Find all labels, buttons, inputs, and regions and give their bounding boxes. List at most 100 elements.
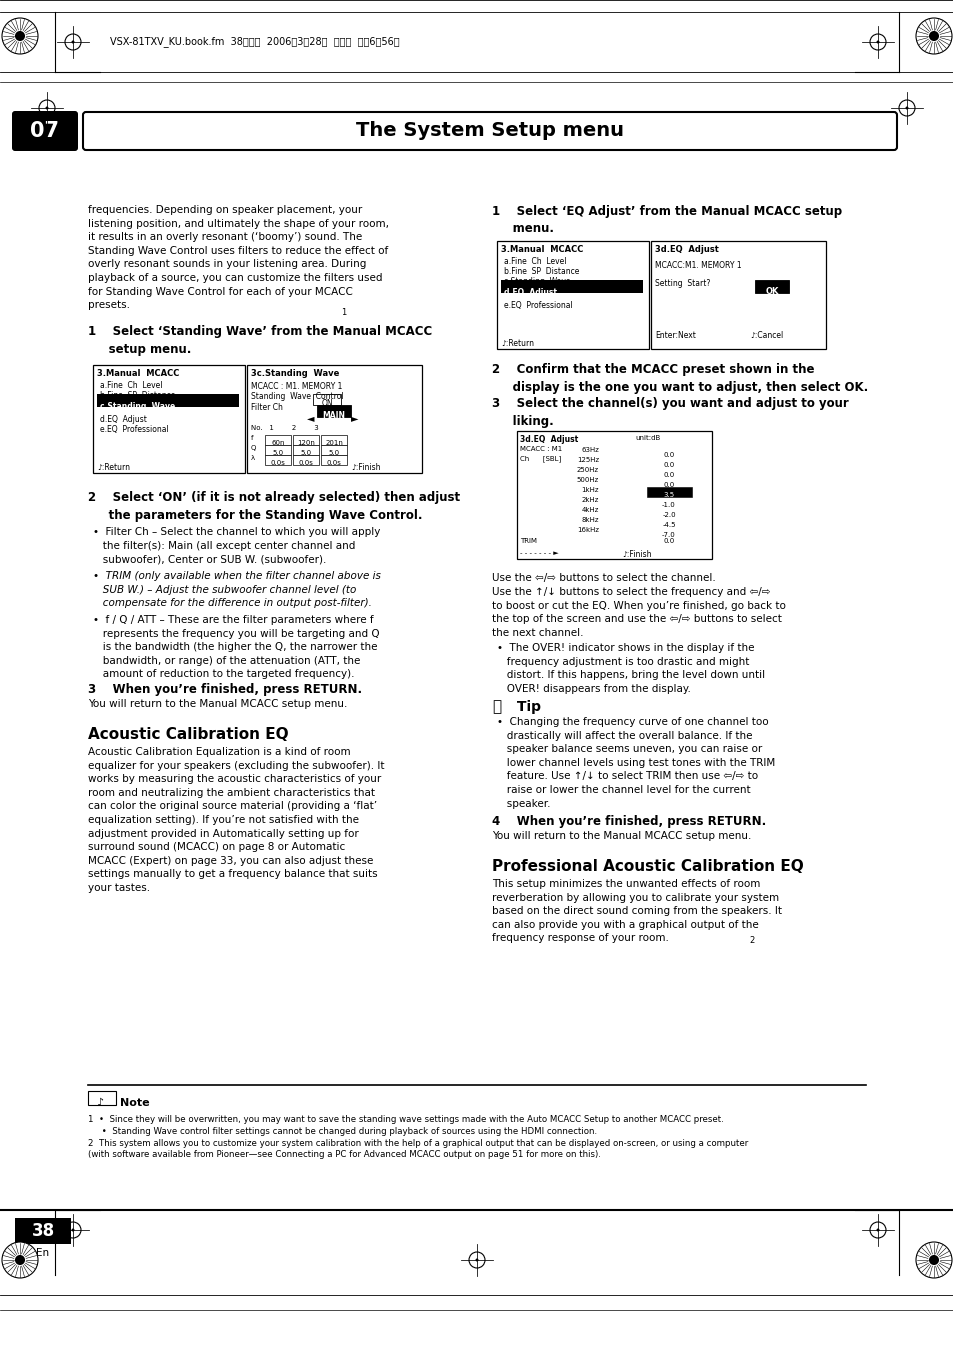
Text: 2kHz: 2kHz [581, 497, 598, 503]
Text: TRIM: TRIM [519, 538, 537, 544]
Circle shape [46, 107, 49, 109]
Text: 3.Manual  MCACC: 3.Manual MCACC [97, 369, 179, 378]
Text: 125Hz: 125Hz [577, 457, 598, 463]
Text: Tip: Tip [512, 700, 540, 713]
Text: 1    Select ‘Standing Wave’ from the Manual MCACC
     setup menu.: 1 Select ‘Standing Wave’ from the Manual… [88, 326, 432, 355]
Text: f: f [251, 435, 253, 440]
Text: c.Standing  Wave: c.Standing Wave [100, 403, 175, 411]
Text: Setting  Start?: Setting Start? [655, 280, 710, 288]
Bar [320, 435, 347, 444]
Text: MCACC : M1. MEMORY 1: MCACC : M1. MEMORY 1 [251, 382, 342, 390]
Text: Q: Q [251, 444, 256, 451]
Text: 0.0s: 0.0s [271, 459, 285, 466]
Text: 0.0s: 0.0s [326, 459, 341, 466]
Text: 500Hz: 500Hz [577, 477, 598, 484]
Text: c.Standing  Wave: c.Standing Wave [503, 277, 570, 286]
Text: d.EQ  Adjust: d.EQ Adjust [503, 288, 557, 297]
Circle shape [2, 18, 38, 54]
Circle shape [71, 41, 74, 43]
Bar [247, 365, 421, 473]
Text: 38: 38 [31, 1223, 54, 1240]
Text: 3    Select the channel(s) you want and adjust to your
     liking.: 3 Select the channel(s) you want and adj… [492, 397, 848, 427]
FancyBboxPatch shape [12, 111, 78, 151]
Text: 16kHz: 16kHz [577, 527, 598, 534]
Text: λ: λ [251, 455, 254, 461]
Text: 2    Select ‘ON’ (if it is not already selected) then adjust
     the parameters: 2 Select ‘ON’ (if it is not already sele… [88, 490, 459, 521]
Text: 5.0: 5.0 [300, 450, 312, 457]
Text: Use the ⇦/⇨ buttons to select the channel.: Use the ⇦/⇨ buttons to select the channe… [492, 573, 715, 584]
Text: 3d.EQ  Adjust: 3d.EQ Adjust [655, 245, 719, 254]
Text: 201n: 201n [325, 440, 342, 446]
FancyBboxPatch shape [83, 112, 896, 150]
Text: •  Filter Ch – Select the channel to which you will apply
   the filter(s): Main: • Filter Ch – Select the channel to whic… [92, 527, 380, 565]
Text: ♪:Return: ♪:Return [500, 339, 534, 349]
Circle shape [928, 31, 938, 41]
Text: a.Fine  Ch  Level: a.Fine Ch Level [503, 257, 566, 266]
Text: 2: 2 [748, 936, 754, 944]
Text: •  f / Q / ATT – These are the filter parameters where f
   represents the frequ: • f / Q / ATT – These are the filter par… [92, 615, 379, 680]
Bar [88, 1092, 116, 1105]
Text: -4.5: -4.5 [661, 521, 675, 528]
Text: En: En [36, 1248, 50, 1258]
Text: ON: ON [321, 399, 333, 408]
Circle shape [475, 1259, 478, 1262]
Text: 1    Select ‘EQ Adjust’ from the Manual MCACC setup
     menu.: 1 Select ‘EQ Adjust’ from the Manual MCA… [492, 205, 841, 235]
Text: MCACC:M1. MEMORY 1: MCACC:M1. MEMORY 1 [655, 261, 740, 270]
Text: 0.0: 0.0 [662, 453, 674, 458]
Text: Acoustic Calibration Equalization is a kind of room
equalizer for your speakers : Acoustic Calibration Equalization is a k… [88, 747, 384, 893]
Text: a.Fine  Ch  Level: a.Fine Ch Level [100, 381, 162, 390]
Circle shape [876, 1228, 879, 1232]
Bar [265, 435, 291, 444]
Text: ◄: ◄ [307, 413, 314, 423]
Text: 0.0s: 0.0s [298, 459, 314, 466]
Text: ♪:Finish: ♪:Finish [351, 463, 380, 471]
Circle shape [915, 1242, 951, 1278]
Text: Ch      [SBL]: Ch [SBL] [519, 455, 560, 462]
Text: 5.0: 5.0 [328, 450, 339, 457]
Bar [15, 1219, 71, 1244]
Text: You will return to the Manual MCACC setup menu.: You will return to the Manual MCACC setu… [88, 698, 347, 709]
Bar [293, 444, 318, 455]
Circle shape [71, 1228, 74, 1232]
Circle shape [15, 31, 25, 41]
Text: This setup minimizes the unwanted effects of room
reverberation by allowing you : This setup minimizes the unwanted effect… [492, 880, 781, 943]
Text: e.EQ  Professional: e.EQ Professional [100, 426, 169, 434]
Bar [293, 435, 318, 444]
Text: - - - - - - - ►: - - - - - - - ► [519, 550, 558, 557]
Text: •  Changing the frequency curve of one channel too
   drastically will affect th: • Changing the frequency curve of one ch… [497, 717, 775, 809]
Text: 1: 1 [340, 308, 346, 317]
Text: ♪:Return: ♪:Return [97, 463, 130, 471]
Text: 3    When you’re finished, press RETURN.: 3 When you’re finished, press RETURN. [88, 684, 362, 696]
Circle shape [876, 41, 879, 43]
Text: unit:dB: unit:dB [635, 435, 659, 440]
Text: MCACC : M1: MCACC : M1 [519, 446, 561, 453]
Text: d.EQ  Adjust: d.EQ Adjust [100, 415, 147, 424]
Circle shape [15, 1255, 25, 1265]
Text: Use the ↑/↓ buttons to select the frequency and ⇦/⇨
to boost or cut the EQ. When: Use the ↑/↓ buttons to select the freque… [492, 586, 785, 638]
Text: 🔧: 🔧 [492, 698, 500, 713]
Text: 0.0: 0.0 [662, 462, 674, 467]
Bar [650, 240, 825, 349]
Text: 3.5: 3.5 [662, 492, 674, 499]
Text: 60n: 60n [271, 440, 284, 446]
Circle shape [904, 107, 907, 109]
Text: Filter Ch: Filter Ch [251, 403, 283, 412]
Text: 1  •  Since they will be overwritten, you may want to save the standing wave set: 1 • Since they will be overwritten, you … [88, 1115, 747, 1159]
Bar [500, 280, 642, 293]
Bar [265, 444, 291, 455]
Text: 4kHz: 4kHz [581, 507, 598, 513]
Text: ♪:Cancel: ♪:Cancel [749, 331, 782, 340]
Text: The System Setup menu: The System Setup menu [355, 122, 623, 141]
Text: ►: ► [351, 413, 358, 423]
Text: You will return to the Manual MCACC setup menu.: You will return to the Manual MCACC setu… [492, 831, 751, 842]
Text: ♪:Finish: ♪:Finish [621, 550, 651, 559]
Text: frequencies. Depending on speaker placement, your
listening position, and ultima: frequencies. Depending on speaker placem… [88, 205, 389, 311]
Text: 3.Manual  MCACC: 3.Manual MCACC [500, 245, 583, 254]
Text: 3c.Standing  Wave: 3c.Standing Wave [251, 369, 339, 378]
Text: b.Fine  SP  Distance: b.Fine SP Distance [100, 390, 175, 400]
Bar [517, 431, 711, 559]
Text: 1kHz: 1kHz [581, 486, 598, 493]
Text: 07: 07 [30, 122, 59, 141]
Text: No.   1        2        3: No. 1 2 3 [251, 426, 318, 431]
Bar [320, 444, 347, 455]
